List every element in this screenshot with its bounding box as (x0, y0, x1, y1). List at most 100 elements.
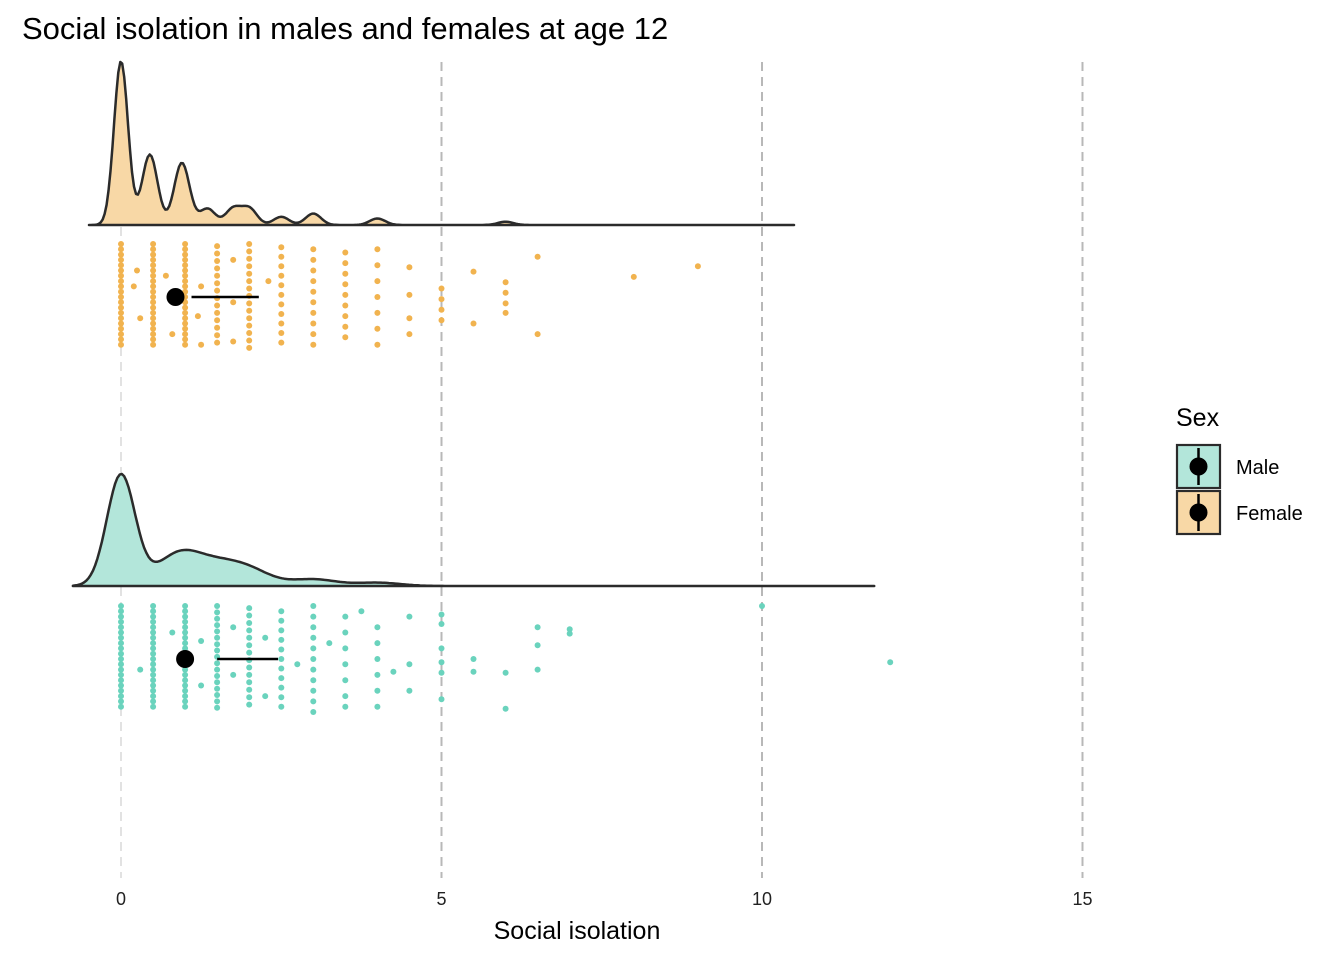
female-data-point (182, 278, 189, 285)
male-data-point (182, 671, 189, 678)
female-data-point (278, 253, 285, 260)
male-data-point (150, 677, 157, 684)
female-data-point (278, 263, 285, 270)
female-data-point (310, 299, 317, 306)
female-data-point (150, 325, 157, 332)
male-data-point (342, 703, 349, 710)
female-data-point (342, 291, 349, 298)
female-data-point (150, 304, 157, 311)
female-data-point (246, 300, 253, 307)
female-data-point (214, 324, 221, 331)
male-data-point (118, 687, 124, 694)
male-data-point (246, 612, 253, 619)
female-data-point (470, 268, 477, 275)
male-data-point (246, 627, 253, 634)
legend: Sex Male Female (1175, 404, 1303, 536)
male-data-point (246, 694, 253, 701)
x-tick-label: 10 (752, 889, 772, 909)
female-data-point (150, 309, 157, 316)
male-data-point (278, 694, 285, 701)
male-data-point (118, 661, 124, 668)
male-data-point (214, 673, 221, 679)
female-data-point (150, 278, 157, 285)
female-data-point (310, 267, 317, 274)
male-data-point (182, 624, 189, 631)
female-data-point (246, 322, 253, 329)
male-data-point (294, 661, 301, 668)
male-data-point (342, 661, 349, 668)
male-data-point (358, 608, 365, 615)
female-data-point (246, 285, 253, 292)
male-data-point (118, 629, 124, 636)
female-data-point (246, 344, 253, 351)
female-data-point (374, 262, 381, 269)
female-data-point (470, 320, 477, 327)
male-data-point (566, 626, 573, 633)
female-data-point (246, 337, 253, 344)
female-data-point (374, 278, 381, 285)
male-data-point (182, 698, 189, 705)
male-data-point (342, 645, 349, 652)
male-data-point (118, 671, 124, 678)
female-data-point (310, 256, 317, 263)
female-data-point (246, 307, 253, 314)
male-data-point (150, 671, 157, 678)
female-data-point (182, 304, 189, 311)
female-data-point (182, 325, 189, 332)
female-data-point (230, 338, 237, 345)
female-data-point (137, 315, 144, 322)
male-data-point (118, 603, 124, 609)
male-data-point (118, 698, 124, 705)
female-data-point (150, 315, 157, 322)
male-data-point (566, 630, 573, 637)
female-data-point (150, 299, 157, 306)
male-data-point (246, 605, 253, 612)
female-data-point (118, 241, 124, 247)
male-data-point (374, 640, 381, 647)
female-data-point (342, 323, 349, 330)
female-data-point (278, 311, 285, 317)
male-data-point (118, 608, 124, 615)
x-tick-label: 0 (116, 889, 126, 909)
male-data-point (246, 642, 253, 649)
female-data-point (182, 331, 189, 338)
female-data-point (182, 309, 189, 316)
male-data-point (342, 629, 349, 636)
female-data-point (182, 272, 189, 279)
female-data-point (246, 315, 253, 322)
female-data-point (502, 300, 509, 307)
female-data-point (214, 309, 221, 316)
male-data-point (310, 677, 317, 684)
male-data-point (214, 704, 221, 711)
female-data-point (265, 278, 272, 285)
male-data-point (150, 703, 157, 710)
male-data-point (326, 640, 333, 647)
male-data-point (182, 608, 189, 615)
male-data-point (438, 645, 445, 652)
male-data-point (118, 613, 124, 620)
male-data-point (438, 621, 445, 627)
female-data-point (130, 283, 137, 290)
male-data-point (406, 661, 413, 668)
female-data-point (278, 320, 285, 327)
male-data-point (374, 656, 381, 662)
female-density (87, 60, 796, 227)
male-data-point (182, 603, 189, 609)
female-data-point (246, 330, 253, 336)
male-data-point (150, 666, 157, 673)
female-data-point (150, 283, 157, 290)
male-data-point (150, 645, 157, 652)
female-data-point (374, 309, 381, 316)
female-data-point (182, 267, 189, 274)
female-data-point (278, 244, 285, 251)
female-data-point (406, 291, 413, 298)
male-data-point (310, 603, 317, 609)
female-data-point (194, 313, 201, 320)
male-data-point (182, 703, 189, 710)
female-data-point (169, 331, 176, 338)
male-data-point (214, 660, 221, 667)
male-data-point (534, 666, 541, 673)
male-data-point (150, 618, 157, 625)
female-data-point (118, 304, 124, 311)
